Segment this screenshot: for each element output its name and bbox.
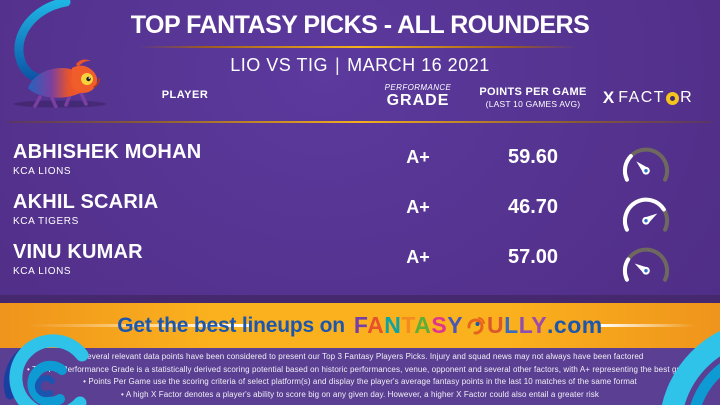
brand-letter[interactable]: A <box>367 312 385 338</box>
performance-grade-value: A+ <box>406 247 430 267</box>
fantasybully-link[interactable]: FANTASY ULLY .com <box>354 312 603 339</box>
x-factor-gauge-icon <box>622 147 670 182</box>
column-header-player: PLAYER <box>161 89 209 101</box>
fantasybully-logo-icon <box>465 315 486 336</box>
grade-header-top: PERFORMANCE <box>384 83 452 92</box>
xfactor-x-label: X <box>602 88 615 107</box>
match-teams: LIO VS TIG <box>230 55 328 75</box>
brand-letter[interactable]: A <box>414 312 432 338</box>
footnote: Several relevant data points have been c… <box>27 351 693 364</box>
brand-letter[interactable]: N <box>384 312 402 338</box>
footnotes-list: Several relevant data points have been c… <box>27 348 693 405</box>
footnote: Points Per Game use the scoring criteria… <box>27 376 693 389</box>
points-header-main: POINTS PER GAME <box>479 86 587 98</box>
footnote: The FG Performance Grade is a statistica… <box>27 364 693 377</box>
brand-letter[interactable]: F <box>353 312 368 338</box>
divider-strip <box>0 295 720 303</box>
brand-letter[interactable]: T <box>401 312 415 338</box>
subtitle-separator: | <box>334 55 341 75</box>
player-identity: AKHIL SCARIA KCA TIGERS <box>13 191 158 227</box>
match-date: MARCH 16 2021 <box>347 55 490 75</box>
page-title: TOP FANTASY PICKS - ALL ROUNDERS <box>130 11 590 39</box>
performance-grade-value: A+ <box>406 147 430 167</box>
player-name: AKHIL SCARIA <box>13 191 159 213</box>
brand-suffix[interactable]: .com <box>547 312 603 338</box>
brand-letter[interactable]: L <box>504 312 519 338</box>
points-per-game-value: 59.60 <box>507 146 559 168</box>
header-divider <box>8 121 712 123</box>
x-factor-gauge-icon <box>622 247 670 282</box>
player-row: AKHIL SCARIA KCA TIGERS A+ 46.70 <box>0 188 720 238</box>
points-per-game-value: 57.00 <box>507 246 559 268</box>
promo-banner: Get the best lineups on FANTASY ULLY .co… <box>0 303 720 348</box>
column-header-points: POINTS PER GAME (LAST 10 GAMES AVG) <box>477 86 589 109</box>
decor-line-right <box>600 324 695 327</box>
match-subtitle: LIO VS TIG | MARCH 16 2021 <box>0 55 720 76</box>
player-identity: VINU KUMAR KCA LIONS <box>13 241 143 277</box>
player-row: VINU KUMAR KCA LIONS A+ 57.00 <box>0 238 720 288</box>
points-per-game-value: 46.70 <box>507 196 559 218</box>
brand-letter[interactable]: S <box>431 312 448 338</box>
x-factor-gauge-icon <box>622 197 670 232</box>
promo-text: Get the best lineups on <box>117 313 345 337</box>
decor-line-left <box>28 324 250 327</box>
player-team: KCA TIGERS <box>13 216 79 227</box>
player-name: VINU KUMAR <box>13 241 143 263</box>
brand-fantasy[interactable]: FANTASY <box>354 312 463 339</box>
brand-letter[interactable]: Y <box>447 312 464 338</box>
brand-letter[interactable]: Y <box>531 312 548 338</box>
column-header-xfactor: X FACT R <box>600 88 696 108</box>
brand-bully[interactable]: ULLY <box>487 312 547 339</box>
title-divider <box>138 46 578 48</box>
points-header-sub: (LAST 10 GAMES AVG) <box>485 99 581 110</box>
grade-header-main: GRADE <box>386 92 450 109</box>
player-name: ABHISHEK MOHAN <box>13 141 202 163</box>
footnote: A high X Factor denotes a player's abili… <box>27 389 693 402</box>
brand-letter[interactable]: U <box>487 312 505 338</box>
player-row: ABHISHEK MOHAN KCA LIONS A+ 59.60 <box>0 138 720 188</box>
xfactor-r-label: R <box>680 89 694 106</box>
target-dot-icon <box>666 91 680 105</box>
brand-letter[interactable]: L <box>518 312 532 338</box>
player-team: KCA LIONS <box>13 266 72 277</box>
performance-grade-value: A+ <box>406 197 430 217</box>
column-header-grade: PERFORMANCE GRADE <box>368 84 468 109</box>
footnotes-section: Several relevant data points have been c… <box>0 348 720 405</box>
xfactor-fact-label: FACT <box>618 89 666 106</box>
promo-row: Get the best lineups on FANTASY ULLY .co… <box>0 303 720 348</box>
player-identity: ABHISHEK MOHAN KCA LIONS <box>13 141 201 177</box>
player-team: KCA LIONS <box>13 166 72 177</box>
